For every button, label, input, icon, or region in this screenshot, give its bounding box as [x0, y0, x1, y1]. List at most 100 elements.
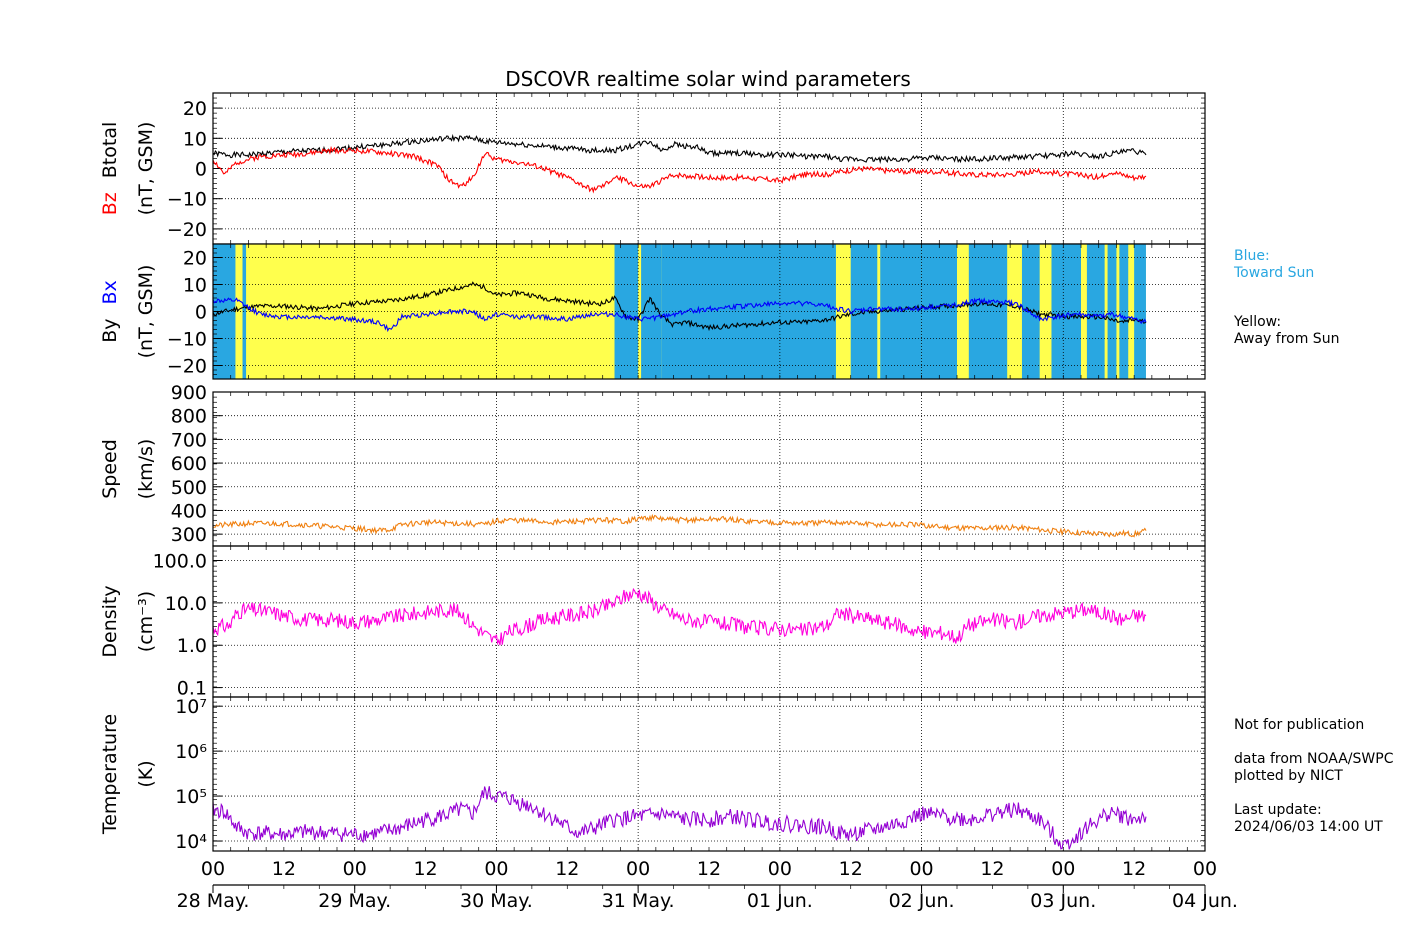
date-tick-label: 30 May.: [460, 890, 533, 912]
hour-tick-label: 00: [1051, 858, 1075, 880]
hour-tick-label: 12: [980, 858, 1004, 880]
away-from-sun-desc: Away from Sun: [1234, 331, 1340, 347]
hour-tick-label: 12: [1122, 858, 1146, 880]
hour-tick-label: 12: [272, 858, 296, 880]
y-axis-unit: (nT, GSM): [135, 265, 157, 359]
hour-tick-label: 00: [201, 858, 225, 880]
y-tick-label: 10⁴: [175, 831, 207, 853]
y-tick-label: 1.0: [177, 635, 207, 657]
toward-sun-sector: [213, 244, 236, 379]
y-tick-label: 10: [183, 128, 207, 150]
hour-tick-label: 00: [1193, 858, 1217, 880]
y-tick-label: −10: [167, 189, 207, 211]
panel-frame: [212, 696, 1206, 852]
y-label-part-a: Bz: [99, 192, 121, 215]
y-axis-label: Density: [99, 585, 121, 657]
toward-sun-sector: [1119, 244, 1129, 379]
y-axis-unit: (cm⁻³): [135, 591, 157, 652]
toward-sun-label: Blue: Toward Sun: [1234, 248, 1314, 282]
y-tick-label: 0: [195, 159, 207, 181]
y-tick-label: 10: [183, 275, 207, 297]
y-label-part-b: Btotal: [99, 122, 121, 178]
hour-tick-label: 12: [697, 858, 721, 880]
y-tick-label: 600: [171, 453, 207, 475]
y-tick-label: 900: [171, 382, 207, 404]
y-tick-label: 20: [183, 248, 207, 270]
toward-sun-desc: Toward Sun: [1234, 265, 1315, 281]
y-tick-label: 100.0: [153, 551, 207, 573]
y-axis-unit: (K): [135, 760, 157, 787]
series-temperature: [212, 786, 1147, 850]
series-density: [212, 587, 1147, 646]
time-axis: 00 12 00 12 00 12 00 12 00 12 00 12 00 12 00 28 May. 29 …: [177, 858, 1238, 912]
panel-by_bx: 20 10 0 −10 −20 By Bx (nT, GSM): [99, 243, 1206, 380]
last-update-label: Last update:: [1234, 802, 1322, 818]
toward-sun-title: Blue:: [1234, 248, 1270, 264]
y-tick-label: 700: [171, 429, 207, 451]
panel-btotal_bz: 20 10 0 −10 −20 Bz Btotal (nT, GSM): [99, 92, 1206, 245]
away-from-sun-title: Yellow:: [1234, 314, 1282, 330]
date-tick-label: 28 May.: [177, 890, 250, 912]
toward-sun-sector: [1107, 244, 1117, 379]
footnote-block: Not for publication data from NOAA/SWPC …: [1234, 717, 1393, 836]
panel-temperature: 10⁷ 10⁶ 10⁵ 10⁴ Temperature (K): [99, 696, 1206, 853]
panel-frame: [212, 545, 1206, 698]
panel-density: 100.0 10.0 1.0 0.1 Density (cm⁻³): [99, 545, 1206, 700]
y-axis-label: By Bx: [99, 280, 121, 343]
y-tick-label: 500: [171, 477, 207, 499]
date-tick-label: 03 Jun.: [1030, 890, 1096, 912]
y-axis-label: Bz Btotal: [99, 122, 121, 216]
y-tick-label: 10⁷: [175, 696, 207, 718]
source-note: data from NOAA/SWPC: [1234, 751, 1394, 767]
y-tick-label: −20: [167, 356, 207, 378]
hour-tick-label: 00: [626, 858, 650, 880]
y-axis-unit: (km/s): [135, 439, 157, 500]
y-tick-label: 0: [195, 302, 207, 324]
y-tick-label: 400: [171, 500, 207, 522]
last-update-value: 2024/06/03 14:00 UT: [1234, 819, 1383, 835]
toward-sun-sector: [614, 244, 639, 379]
y-tick-label: −10: [167, 329, 207, 351]
not-for-publication-note: Not for publication: [1234, 717, 1365, 733]
date-tick-label: 04 Jun.: [1172, 890, 1238, 912]
date-tick-label: 31 May.: [602, 890, 675, 912]
hour-tick-label: 00: [768, 858, 792, 880]
plotted-by-note: plotted by NICT: [1234, 768, 1343, 784]
y-axis-label: Temperature: [99, 714, 121, 835]
series-bz: [212, 145, 1147, 194]
y-label-part-b: Bx: [99, 280, 121, 304]
panel-frame: [212, 391, 1206, 547]
panel-frame: [212, 243, 1206, 380]
series-speed: [213, 513, 1147, 538]
date-tick-label: 29 May.: [318, 890, 391, 912]
y-tick-label: 10⁶: [175, 741, 207, 763]
hour-tick-label: 12: [839, 858, 863, 880]
series-btotal: [212, 133, 1147, 164]
y-tick-label: 20: [183, 98, 207, 120]
y-axis-label: Speed: [99, 439, 121, 499]
y-label-part-a: By: [99, 319, 121, 343]
y-tick-label: 800: [171, 406, 207, 428]
chart-title: DSCOVR realtime solar wind parameters: [505, 67, 911, 91]
y-tick-label: −20: [167, 219, 207, 241]
hour-tick-label: 00: [343, 858, 367, 880]
y-tick-label: 10⁵: [175, 786, 207, 808]
away-from-sun-label: Yellow: Away from Sun: [1234, 314, 1339, 348]
toward-sun-sector: [242, 244, 247, 379]
hour-tick-label: 00: [909, 858, 933, 880]
series-by: [212, 281, 1147, 332]
y-tick-label: 0.1: [177, 678, 207, 700]
series-bx: [212, 297, 1147, 333]
hour-tick-label: 00: [484, 858, 508, 880]
date-tick-label: 02 Jun.: [889, 890, 955, 912]
hour-tick-label: 12: [555, 858, 579, 880]
y-axis-unit: (nT, GSM): [135, 122, 157, 216]
toward-sun-sector: [1051, 244, 1081, 379]
date-tick-label: 01 Jun.: [747, 890, 813, 912]
panels-group: 20 10 0 −10 −20 Bz Btotal (nT, GSM) 20 10 0 −10 −20 B…: [99, 92, 1206, 853]
hour-tick-label: 12: [413, 858, 437, 880]
y-tick-label: 10.0: [165, 593, 207, 615]
y-tick-label: 300: [171, 524, 207, 546]
